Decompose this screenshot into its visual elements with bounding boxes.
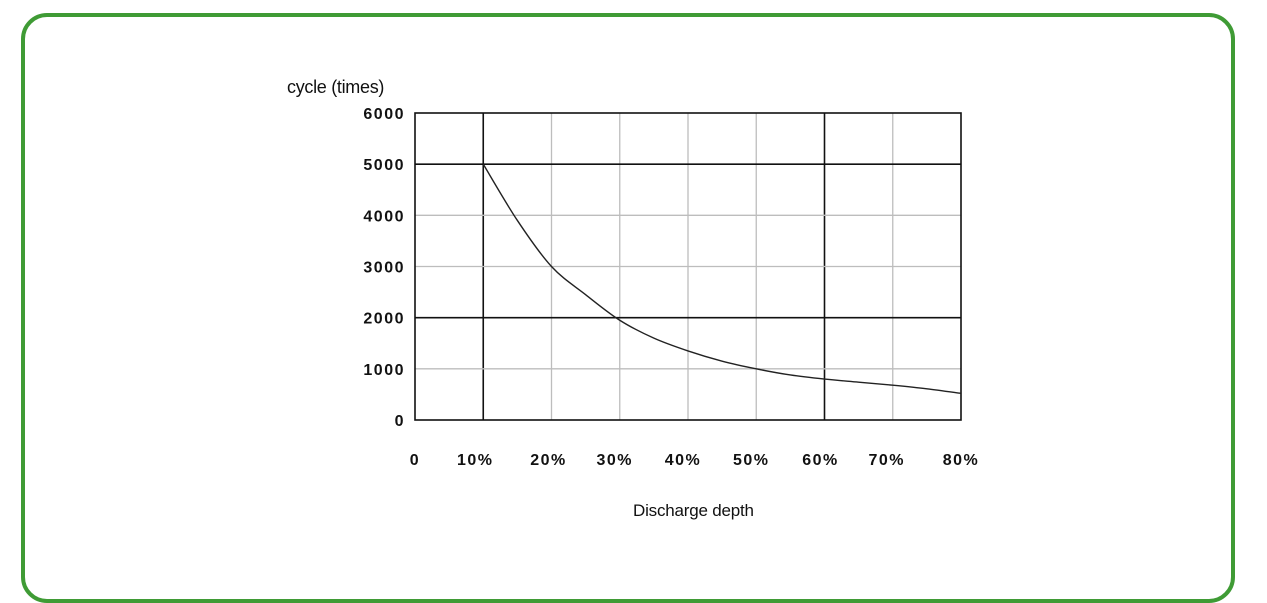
y-tick-label: 2000: [363, 311, 405, 328]
plot-area-border: [414, 112, 962, 421]
y-tick-label: 4000: [363, 208, 405, 225]
chart-frame: [21, 13, 1235, 603]
x-tick-label: 40%: [665, 452, 702, 469]
x-tick-label: 10%: [457, 452, 494, 469]
x-tick-label: 80%: [943, 452, 980, 469]
chart-grid: [414, 112, 962, 421]
y-tick-label: 1000: [363, 362, 405, 379]
y-tick-label: 6000: [363, 106, 405, 123]
x-tick-label: 30%: [596, 452, 633, 469]
chart-tick-labels: 0 1000 2000 3000 4000 5000 6000 0 10% 20% 30% 40% 50…: [363, 106, 980, 469]
x-axis-title: Discharge depth: [633, 501, 754, 520]
x-tick-label: 0: [410, 452, 420, 469]
x-tick-label: 60%: [802, 452, 839, 469]
x-tick-label: 50%: [733, 452, 770, 469]
y-axis-title: cycle (times): [287, 77, 385, 97]
y-tick-label: 5000: [363, 157, 405, 174]
chart-series: [482, 163, 962, 395]
discharge-cycle-chart: 0 1000 2000 3000 4000 5000 6000 0 10% 20% 30% 40% 50…: [363, 106, 980, 469]
y-tick-label: 0: [395, 413, 405, 430]
x-tick-label: 20%: [530, 452, 567, 469]
x-tick-label: 70%: [868, 452, 905, 469]
y-tick-label: 3000: [363, 260, 405, 277]
cycle-life-curve: [482, 163, 962, 395]
